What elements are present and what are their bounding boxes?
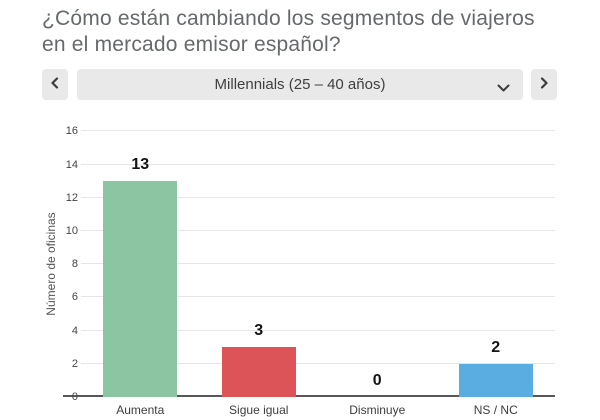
prev-segment-button[interactable] — [42, 69, 68, 100]
segment-dropdown-value: Millennials (25 – 40 años) — [214, 76, 386, 93]
gridline-6 — [81, 296, 555, 298]
y-tick-16: 16 — [65, 125, 78, 138]
bar-aumenta[interactable] — [103, 181, 178, 397]
bar-value-label: 3 — [254, 322, 264, 339]
gridline-12 — [81, 196, 555, 198]
x-category-label: Sigue igual — [229, 403, 289, 417]
chevron-right-icon — [539, 77, 549, 92]
y-tick-14: 14 — [65, 158, 78, 171]
next-segment-button[interactable] — [531, 69, 557, 100]
gridline-16 — [81, 130, 555, 132]
segment-dropdown[interactable]: Millennials (25 – 40 años) — [77, 69, 523, 100]
x-category-label: Aumenta — [116, 403, 165, 417]
y-tick-6: 6 — [71, 291, 78, 304]
gridline-2 — [81, 362, 555, 364]
bar-value-label: 2 — [491, 339, 501, 356]
y-tick-0: 0 — [71, 391, 78, 403]
gridline-10 — [81, 230, 555, 231]
bar-ns-nc[interactable] — [458, 364, 533, 397]
gridline-14 — [81, 163, 555, 165]
chevron-left-icon — [50, 77, 60, 92]
x-axis-line — [63, 395, 555, 397]
y-tick-8: 8 — [71, 258, 78, 271]
chevron-down-icon — [497, 80, 510, 98]
page-title: ¿Cómo están cambiando los segmentos de v… — [42, 7, 535, 57]
y-tick-12: 12 — [65, 191, 78, 204]
x-category-label: Disminuye — [349, 403, 406, 417]
y-tick-10: 10 — [65, 225, 78, 237]
bar-value-label: 13 — [131, 156, 150, 173]
x-category-label: NS / NC — [473, 403, 518, 417]
gridline-4 — [81, 329, 555, 331]
y-tick-2: 2 — [71, 357, 78, 370]
bar-chart: Número de oficinas 0 2 4 6 8 10 12 14 16 13 Aument… — [0, 110, 600, 420]
y-tick-4: 4 — [71, 324, 78, 337]
bar-value-label: 0 — [372, 372, 382, 389]
bar-sigue-igual[interactable] — [221, 347, 296, 397]
gridline-8 — [81, 263, 555, 265]
